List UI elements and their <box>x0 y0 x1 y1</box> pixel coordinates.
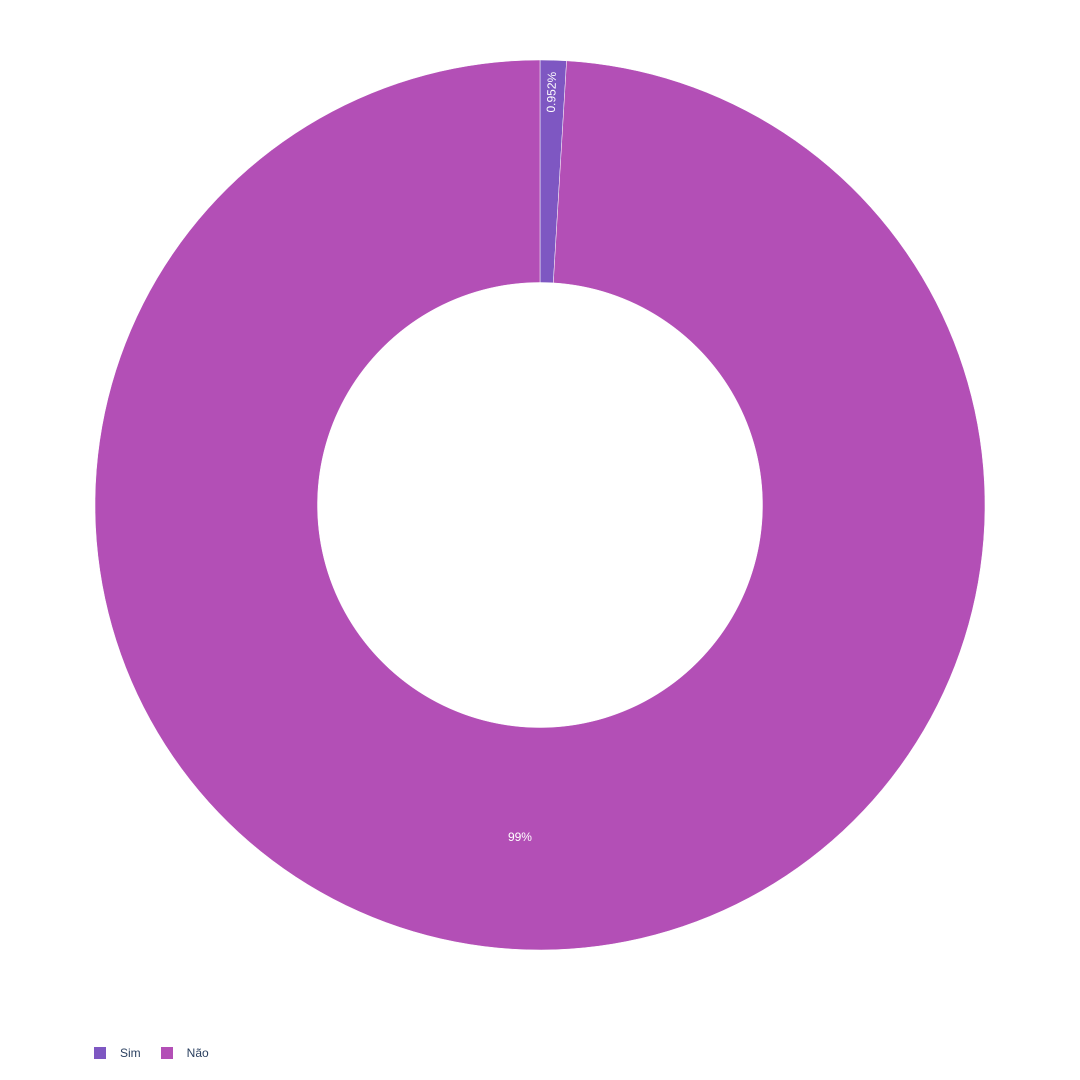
legend: Sim Não <box>94 1046 229 1060</box>
slice-label-sim: 0.952% <box>544 71 559 112</box>
legend-item-nao[interactable]: Não <box>160 1046 209 1060</box>
legend-swatch-sim <box>94 1047 106 1059</box>
slice-labels: 0.952% 99% <box>508 71 559 843</box>
legend-item-sim[interactable]: Sim <box>94 1046 141 1060</box>
legend-label-nao: Não <box>186 1046 209 1060</box>
donut-slices <box>94 59 986 951</box>
legend-swatch-nao <box>160 1047 173 1059</box>
slice-label-nao: 99% <box>508 830 532 844</box>
slice-nao[interactable] <box>94 59 986 951</box>
legend-label-sim: Sim <box>120 1046 141 1060</box>
